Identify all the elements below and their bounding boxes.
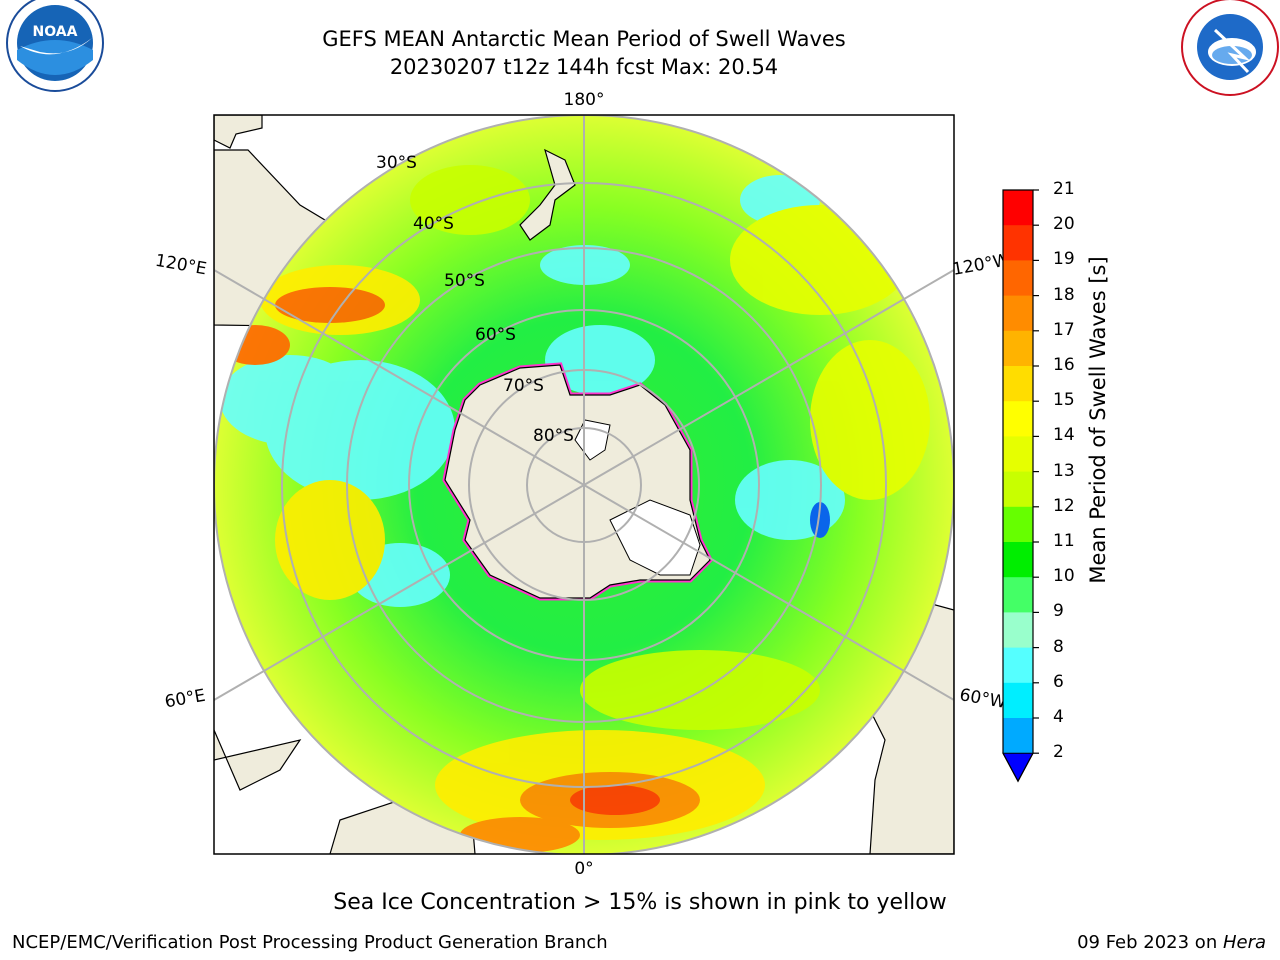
map-frame	[213, 114, 955, 855]
australia-north-fragment	[214, 115, 263, 149]
colorbar-tick-label: 19	[1053, 249, 1075, 270]
noaa-logo: NOAA	[6, 0, 104, 92]
colorbar-segment	[1003, 190, 1033, 226]
lat-label-30s: 30°S	[376, 153, 417, 173]
colorbar-tick-label: 18	[1053, 284, 1075, 305]
colorbar-tick-label: 11	[1053, 531, 1075, 551]
graticule	[214, 115, 954, 854]
colorbar-segment	[1003, 366, 1033, 402]
colorbar-segment	[1003, 718, 1033, 754]
lat-label-70s: 70°S	[503, 376, 544, 396]
colorbar-tick-label: 15	[1053, 390, 1075, 411]
footer-date: 09 Feb 2023 on	[1077, 932, 1223, 953]
colorbar-title: Mean Period of Swell Waves [s]	[1086, 256, 1110, 584]
footer-timestamp: 09 Feb 2023 on Hera	[1077, 932, 1266, 953]
colorbar-tick-label: 9	[1053, 601, 1064, 622]
colorbar-segment	[1003, 506, 1033, 543]
madagascar	[214, 729, 302, 791]
colorbar-tick-label: 21	[1053, 179, 1075, 199]
colorbar-segment	[1003, 647, 1033, 684]
colorbar-tick-label: 17	[1053, 319, 1075, 340]
lon-label-lower-left: 60°E	[163, 686, 207, 713]
colorbar-tick-label: 2	[1053, 742, 1064, 763]
lat-label-80s: 80°S	[533, 426, 574, 446]
colorbar-tick-label: 10	[1053, 566, 1075, 587]
colorbar-segment	[1003, 471, 1033, 508]
colorbar-tick-label: 14	[1053, 425, 1075, 446]
new-zealand	[519, 148, 576, 241]
map-area	[214, 115, 954, 854]
colorbar-tick-label: 16	[1053, 355, 1075, 375]
footer-host: Hera	[1222, 932, 1266, 953]
colorbar-segment	[1003, 682, 1033, 719]
lon-label-bottom: 0°	[574, 859, 593, 879]
noaa-logo-text: NOAA	[33, 24, 78, 40]
lon-label-top: 180°	[564, 90, 605, 110]
footer-credit: NCEP/EMC/Verification Post Processing Pr…	[12, 932, 608, 953]
lon-label-upper-left: 120°E	[154, 251, 208, 280]
colorbar-segment	[1003, 401, 1033, 437]
colorbar-segment	[1003, 260, 1033, 297]
map-subtitle: 20230207 t12z 144h fcst Max: 20.54	[389, 55, 779, 79]
colorbar-tick-label: 13	[1053, 460, 1075, 481]
sea-ice-note: Sea Ice Concentration > 15% is shown in …	[333, 890, 947, 915]
colorbar-segment	[1003, 612, 1033, 649]
colorbar-tick-label: 6	[1053, 671, 1064, 692]
nws-logo	[1181, 0, 1279, 96]
lat-label-40s: 40°S	[413, 214, 454, 234]
colorbar-segment	[1003, 330, 1033, 367]
colorbar-segment	[1003, 225, 1033, 261]
weddell-ice-shelf	[609, 499, 701, 576]
colorbar-outline	[1002, 189, 1034, 783]
colorbar-segment	[1003, 577, 1033, 613]
colorbar-tick-label: 8	[1053, 636, 1064, 657]
colorbar-tick-label: 20	[1053, 214, 1075, 235]
lat-label-50s: 50°S	[444, 271, 485, 291]
colorbar-tick-label: 12	[1053, 495, 1075, 516]
latitude-labels: 30°S 40°S 50°S 60°S 70°S 80°S	[376, 153, 574, 446]
colorbar	[1002, 189, 1039, 783]
colorbar-segment	[1003, 436, 1033, 473]
lat-label-60s: 60°S	[475, 325, 516, 345]
colorbar-segment	[1003, 295, 1033, 332]
colorbar-tick-label: 4	[1053, 707, 1064, 727]
colorbar-segment	[1003, 542, 1033, 578]
colorbar-extend-arrow	[1002, 752, 1034, 783]
map-title: GEFS MEAN Antarctic Mean Period of Swell…	[322, 27, 846, 51]
lon-label-lower-right: 60°W	[958, 685, 1008, 713]
